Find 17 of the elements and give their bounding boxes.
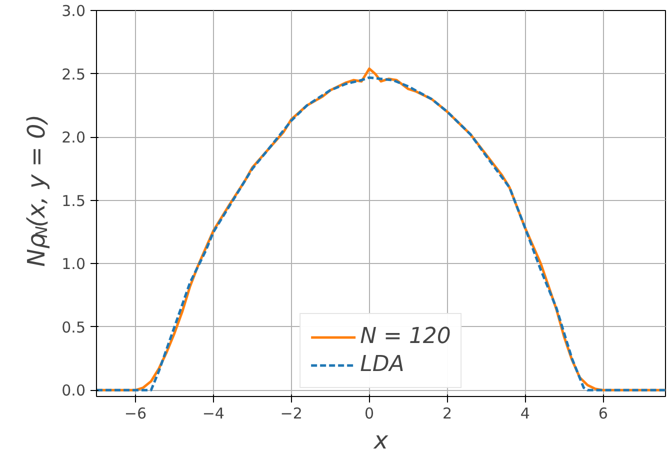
legend-label: N = 120 — [360, 324, 451, 349]
x-tick-label: 2 — [442, 404, 452, 422]
x-axis-title: x — [372, 426, 389, 454]
y-tick-label: 3.0 — [62, 2, 86, 20]
x-tick-label: 4 — [520, 404, 530, 422]
x-tick-label: 0 — [364, 404, 374, 422]
x-tick-label: −6 — [124, 404, 147, 422]
x-tick-label: −2 — [280, 404, 302, 422]
x-tick-label: −4 — [202, 404, 224, 422]
y-tick-label: 0.0 — [62, 382, 86, 400]
y-tick-label: 2.5 — [62, 65, 86, 84]
y-tick-label: 2.0 — [62, 128, 86, 147]
y-tick-label: 1.5 — [62, 192, 86, 210]
legend-label: LDA — [360, 352, 404, 377]
y-tick-label: 0.5 — [62, 318, 86, 336]
y-tick-label: 1.0 — [62, 255, 86, 274]
x-tick-label: 6 — [598, 404, 608, 422]
